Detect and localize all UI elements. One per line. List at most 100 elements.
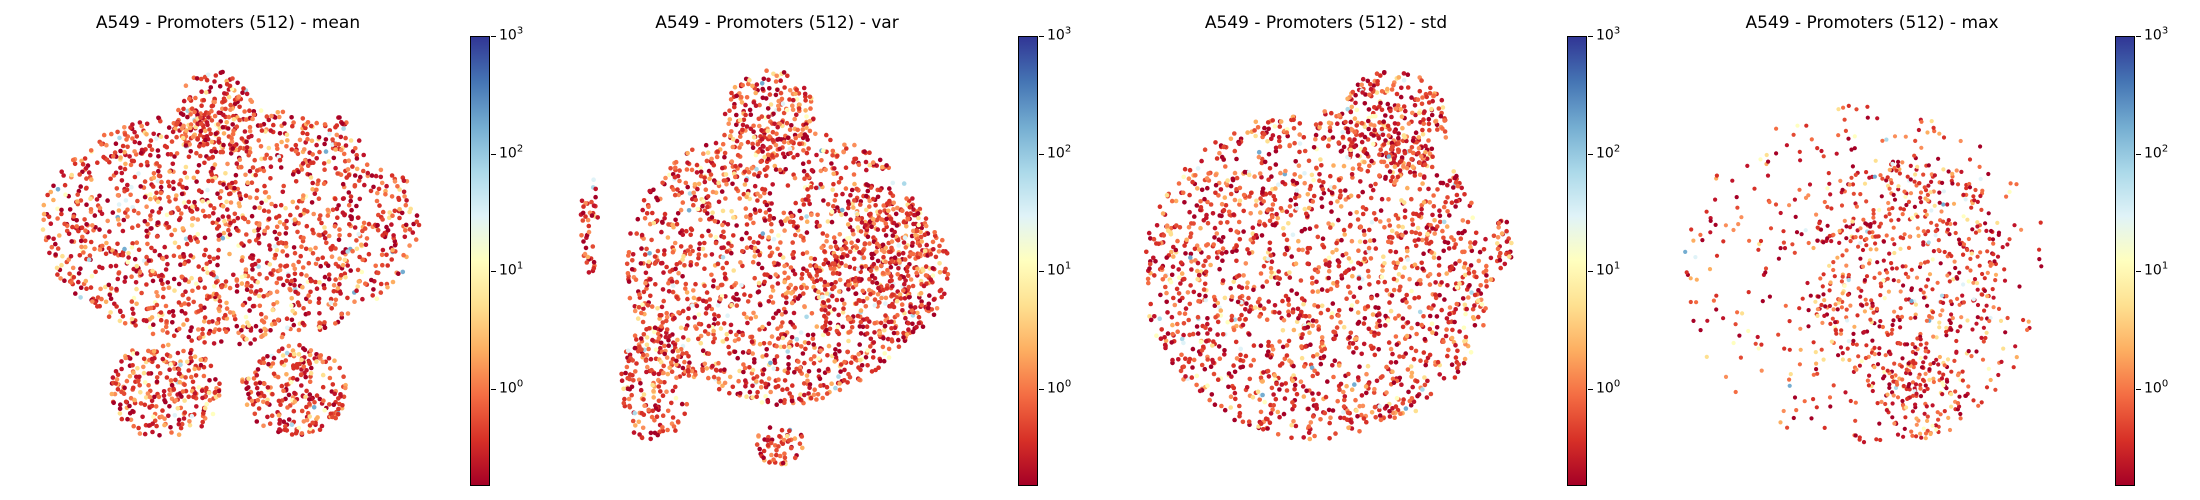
scatter-point: [790, 103, 795, 108]
scatter-point: [129, 299, 135, 304]
scatter-point: [781, 110, 787, 116]
scatter-point: [148, 196, 153, 202]
scatter-point: [759, 379, 764, 384]
scatter-point: [400, 269, 406, 275]
scatter-point: [1316, 265, 1322, 270]
scatter-point: [358, 174, 363, 180]
scatter-point: [822, 313, 827, 319]
scatter-point: [794, 87, 799, 92]
scatter-point: [188, 149, 193, 154]
scatter-point: [181, 254, 187, 259]
scatter-point: [160, 256, 166, 262]
scatter-point: [1275, 432, 1281, 437]
scatter-point: [168, 362, 173, 367]
scatter-point: [342, 271, 348, 276]
scatter-point: [132, 129, 137, 135]
scatter-point: [1310, 391, 1315, 396]
scatter-point: [180, 135, 186, 141]
scatter-point: [75, 199, 80, 204]
scatter-point: [781, 139, 787, 145]
scatter-point: [1212, 402, 1218, 408]
scatter-point: [770, 288, 776, 293]
colorbar-mean: 100 101 102 103: [470, 26, 523, 486]
scatter-point: [123, 355, 128, 361]
scatter-point: [767, 134, 772, 139]
scatter-point: [918, 251, 923, 257]
scatter-point: [148, 216, 153, 222]
scatter-point: [308, 348, 314, 353]
scatter-point: [803, 98, 808, 103]
scatter-point: [647, 188, 652, 194]
scatter-point: [791, 310, 797, 316]
scatter-point: [1456, 230, 1461, 236]
scatter-point: [583, 201, 588, 206]
scatter-point: [685, 184, 690, 190]
scatter-point: [1250, 225, 1256, 230]
scatter-point: [679, 190, 685, 195]
scatter-point: [627, 372, 633, 377]
scatter-point: [715, 321, 721, 326]
scatter-point: [748, 293, 753, 299]
scatter-point: [59, 211, 64, 217]
scatter-point: [196, 264, 201, 269]
scatter-point: [633, 423, 638, 428]
scatter-point: [922, 248, 928, 254]
scatter-point: [1431, 255, 1437, 260]
scatter-point: [83, 244, 88, 250]
scatter-point: [261, 393, 267, 399]
scatter-point: [1302, 148, 1308, 154]
scatter-point: [84, 185, 89, 191]
scatter-point: [274, 280, 280, 286]
scatter-point: [316, 135, 322, 140]
scatter-point: [788, 339, 793, 345]
scatter-point: [117, 308, 123, 314]
scatter-point: [234, 161, 240, 166]
scatter-point: [383, 192, 388, 197]
scatter-point: [339, 315, 345, 320]
scatter-point: [1400, 224, 1405, 230]
scatter-point: [1251, 343, 1257, 348]
scatter-point: [734, 93, 739, 99]
scatter-point: [254, 168, 260, 173]
scatter-point: [852, 181, 857, 187]
scatter-point: [928, 251, 933, 257]
scatter-point: [804, 150, 810, 156]
scatter-point: [249, 398, 255, 404]
scatter-point: [237, 341, 242, 347]
scatter-point: [847, 264, 853, 270]
scatter-point: [1330, 135, 1336, 140]
scatter-point: [758, 385, 764, 390]
scatter-point: [1267, 420, 1273, 426]
scatter-point: [627, 386, 632, 392]
scatter-point: [259, 334, 264, 340]
scatter-point: [763, 173, 769, 179]
scatter-point: [882, 324, 888, 329]
scatter-point: [250, 116, 255, 122]
scatter-point: [782, 263, 787, 269]
scatter-point: [220, 106, 225, 112]
scatter-point: [254, 373, 260, 378]
scatter-point: [709, 252, 715, 257]
scatter-point: [804, 314, 809, 320]
scatter-point: [215, 262, 220, 268]
scatter-point: [801, 168, 807, 174]
scatter-point: [773, 385, 779, 390]
scatter-point: [1215, 300, 1221, 306]
scatter-point: [907, 205, 913, 210]
scatter-point: [113, 141, 119, 146]
scatter-point: [809, 168, 815, 173]
scatter-point: [824, 132, 829, 138]
scatter-point: [308, 370, 314, 376]
scatter-point: [274, 289, 280, 294]
scatter-point: [175, 120, 180, 125]
scatter-point: [860, 248, 866, 253]
scatter-point: [842, 301, 847, 307]
colorbar-tick-base: 10: [1047, 380, 1065, 397]
scatter-point: [1239, 312, 1244, 318]
scatter-point: [764, 202, 770, 208]
scatter-point: [698, 165, 703, 171]
scatter-point: [780, 335, 786, 341]
scatter-point: [768, 440, 774, 446]
scatter-point: [231, 117, 237, 122]
scatter-point: [662, 248, 667, 253]
